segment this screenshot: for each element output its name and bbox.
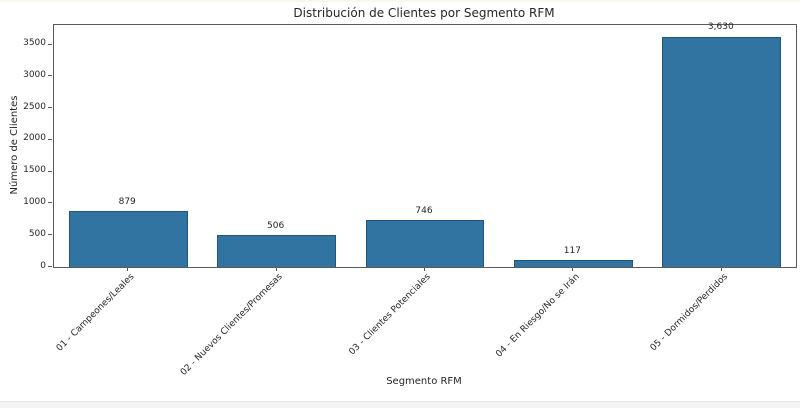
bar-value-label: 117 xyxy=(563,245,581,256)
x-tick-mark xyxy=(127,267,129,271)
y-tick-mark xyxy=(48,43,52,45)
y-tick-mark xyxy=(48,234,52,236)
window-bottom-edge xyxy=(0,401,800,408)
x-tick-label: 02 - Nuevos Clientes/Promesas xyxy=(178,272,285,378)
y-tick-label: 1000 xyxy=(23,196,46,207)
bar-value-label: 3,630 xyxy=(707,22,734,33)
x-tick-label: 04 - En Riesgo/No se Irán xyxy=(494,272,582,360)
bar-value-label: 746 xyxy=(415,205,433,216)
bar-value-label: 879 xyxy=(118,197,136,208)
y-tick-mark xyxy=(48,202,52,204)
bar-02 xyxy=(217,234,336,267)
bar-05 xyxy=(662,36,782,267)
y-tick-mark xyxy=(48,138,52,140)
bar-value-label: 506 xyxy=(267,220,285,231)
x-tick-label: 03 - Clientes Potenciales xyxy=(347,272,434,358)
y-tick-mark xyxy=(48,107,52,109)
plot-area xyxy=(53,24,797,268)
y-tick-mark xyxy=(48,75,52,77)
window-top-edge xyxy=(0,0,800,2)
bar-03 xyxy=(365,219,485,267)
x-tick-mark xyxy=(720,267,722,271)
y-tick-label: 3500 xyxy=(23,38,46,49)
y-tick-mark xyxy=(48,170,52,172)
bar-04 xyxy=(514,259,633,267)
bar-01 xyxy=(68,211,188,267)
y-axis-label: Número de Clientes xyxy=(9,95,20,195)
y-tick-label: 1500 xyxy=(23,165,46,176)
y-tick-label: 2000 xyxy=(23,133,46,144)
y-tick-label: 0 xyxy=(40,260,46,271)
y-tick-mark xyxy=(48,266,52,267)
x-tick-label: 01 - Campeones/Leales xyxy=(54,272,137,354)
x-axis-label: Segmento RFM xyxy=(386,376,462,387)
y-tick-label: 500 xyxy=(28,228,46,239)
x-tick-mark xyxy=(572,267,574,271)
y-tick-label: 2500 xyxy=(23,101,46,112)
chart-title: Distribución de Clientes por Segmento RF… xyxy=(293,6,555,20)
x-tick-label: 05 - Dormidos/Perdidos xyxy=(648,272,730,354)
x-tick-mark xyxy=(275,267,277,271)
x-tick-mark xyxy=(424,267,425,271)
y-tick-label: 3000 xyxy=(23,69,46,80)
